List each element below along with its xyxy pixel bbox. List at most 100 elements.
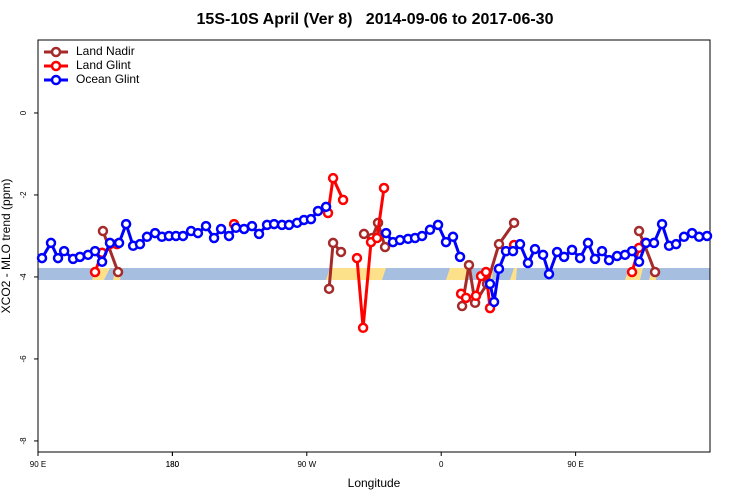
point xyxy=(36,252,48,264)
point xyxy=(678,231,690,243)
legend-marker xyxy=(50,60,62,72)
point xyxy=(493,238,505,250)
legend-text: Land Glint xyxy=(76,58,131,72)
point xyxy=(633,256,645,268)
point xyxy=(507,245,519,257)
point xyxy=(379,241,391,253)
point xyxy=(626,266,638,278)
point xyxy=(603,254,615,266)
point xyxy=(611,250,623,262)
point xyxy=(357,322,369,334)
x-tick-label: 180 xyxy=(166,460,180,469)
point xyxy=(312,205,324,217)
point xyxy=(192,227,204,239)
legend-text: Ocean Glint xyxy=(76,72,140,86)
plot-frame xyxy=(37,39,711,453)
y-axis-label: XCO2 - MLO trend (ppm) xyxy=(0,179,13,314)
point xyxy=(320,201,332,213)
point xyxy=(656,218,668,230)
point xyxy=(589,253,601,265)
point xyxy=(89,245,101,257)
point xyxy=(454,251,466,263)
point xyxy=(134,238,146,250)
point xyxy=(470,290,482,302)
y-tick-label: -8 xyxy=(19,437,28,445)
point xyxy=(327,172,339,184)
point xyxy=(558,251,570,263)
point xyxy=(670,238,682,250)
point xyxy=(537,249,549,261)
point xyxy=(327,237,339,249)
legend-marker xyxy=(50,46,62,58)
point xyxy=(223,230,235,242)
point xyxy=(582,237,594,249)
point xyxy=(456,300,468,312)
point xyxy=(177,230,189,242)
point xyxy=(394,234,406,246)
point xyxy=(447,231,459,243)
point xyxy=(253,228,265,240)
point xyxy=(58,245,70,257)
point xyxy=(633,225,645,237)
point xyxy=(493,263,505,275)
point xyxy=(488,296,500,308)
y-tick-label: -6 xyxy=(19,355,28,363)
point xyxy=(351,252,363,264)
point xyxy=(96,256,108,268)
point xyxy=(378,182,390,194)
point xyxy=(574,252,586,264)
x-tick-label: 180 xyxy=(166,460,180,469)
point xyxy=(626,245,638,257)
point xyxy=(380,227,392,239)
point xyxy=(335,246,347,258)
y-tick-label: -4 xyxy=(19,273,28,281)
point xyxy=(113,237,125,249)
y-tick-label: 0 xyxy=(19,110,28,115)
point xyxy=(529,243,541,255)
point xyxy=(112,266,124,278)
point xyxy=(74,251,86,263)
point xyxy=(208,232,220,244)
point xyxy=(463,259,475,271)
point xyxy=(246,220,258,232)
point xyxy=(52,252,64,264)
point xyxy=(200,220,212,232)
point xyxy=(543,268,555,280)
point xyxy=(89,266,101,278)
point xyxy=(440,236,452,248)
point xyxy=(648,237,660,249)
point xyxy=(97,225,109,237)
point xyxy=(283,219,295,231)
point xyxy=(371,232,383,244)
point xyxy=(596,245,608,257)
point xyxy=(432,219,444,231)
legend-marker xyxy=(50,74,62,86)
point xyxy=(460,292,472,304)
x-tick-label: 90 W xyxy=(297,460,316,469)
y-tick-label: -2 xyxy=(19,191,28,199)
point xyxy=(323,283,335,295)
point xyxy=(104,237,116,249)
point xyxy=(120,218,132,230)
point xyxy=(480,266,492,278)
point xyxy=(337,194,349,206)
x-tick-label: 0 xyxy=(439,460,444,469)
point xyxy=(522,257,534,269)
point xyxy=(551,246,563,258)
point xyxy=(45,237,57,249)
point xyxy=(514,238,526,250)
point xyxy=(424,224,436,236)
point xyxy=(358,228,370,240)
chart-title: 15S-10S April (Ver 8) 2014-09-06 to 2017… xyxy=(197,11,554,28)
point xyxy=(305,213,317,225)
point xyxy=(230,222,242,234)
point xyxy=(215,223,227,235)
point xyxy=(566,244,578,256)
x-tick-label: 90 E xyxy=(30,460,46,469)
point xyxy=(484,278,496,290)
x-axis-label: Longitude xyxy=(348,476,401,490)
point xyxy=(141,231,153,243)
legend-text: Land Nadir xyxy=(76,44,135,58)
x-tick-label: 90 E xyxy=(567,460,583,469)
